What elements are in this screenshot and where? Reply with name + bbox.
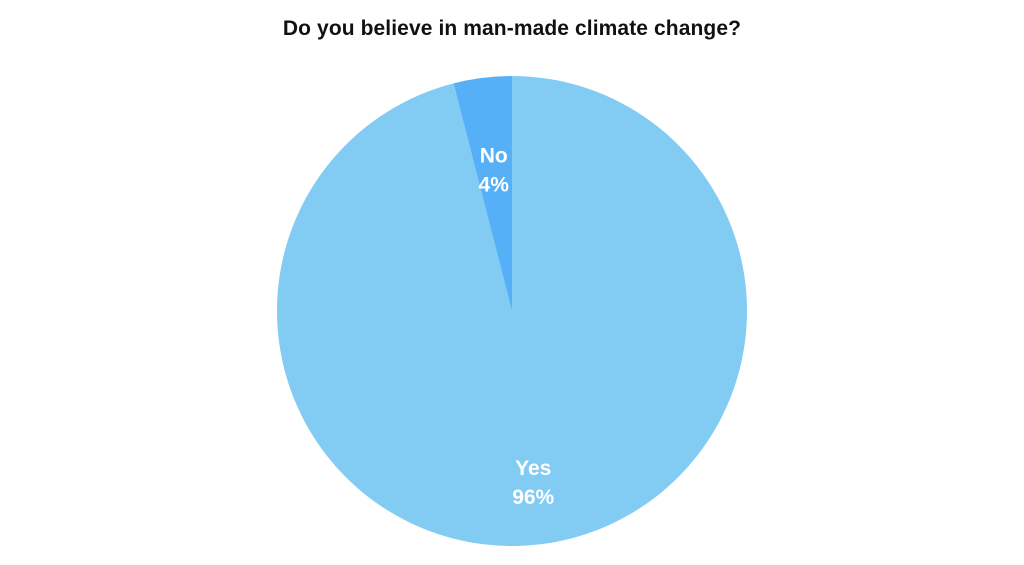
pie-slice-no bbox=[453, 76, 512, 311]
slice-value-no: 4% bbox=[479, 173, 510, 196]
chart-title: Do you believe in man-made climate chang… bbox=[282, 17, 742, 40]
slice-value-yes: 96% bbox=[512, 486, 554, 509]
pie-labels: Yes 96% No 4% bbox=[479, 144, 555, 508]
pie-slices bbox=[276, 76, 747, 546]
slice-label-no: No bbox=[480, 144, 508, 167]
slice-label-yes: Yes bbox=[515, 457, 551, 480]
pie-slice-yes bbox=[276, 76, 747, 546]
